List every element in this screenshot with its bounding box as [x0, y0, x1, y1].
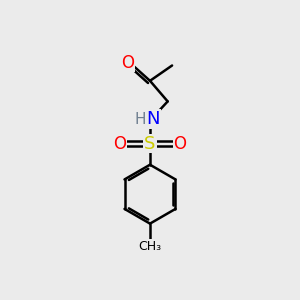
Text: CH₃: CH₃ [138, 240, 162, 253]
Text: H: H [135, 112, 146, 127]
Text: O: O [173, 134, 187, 152]
Text: O: O [113, 134, 127, 152]
Text: S: S [144, 134, 156, 152]
Text: O: O [121, 53, 134, 71]
Text: N: N [146, 110, 160, 128]
